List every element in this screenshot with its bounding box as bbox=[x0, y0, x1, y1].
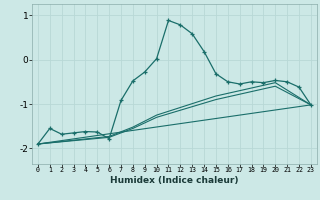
X-axis label: Humidex (Indice chaleur): Humidex (Indice chaleur) bbox=[110, 176, 239, 185]
